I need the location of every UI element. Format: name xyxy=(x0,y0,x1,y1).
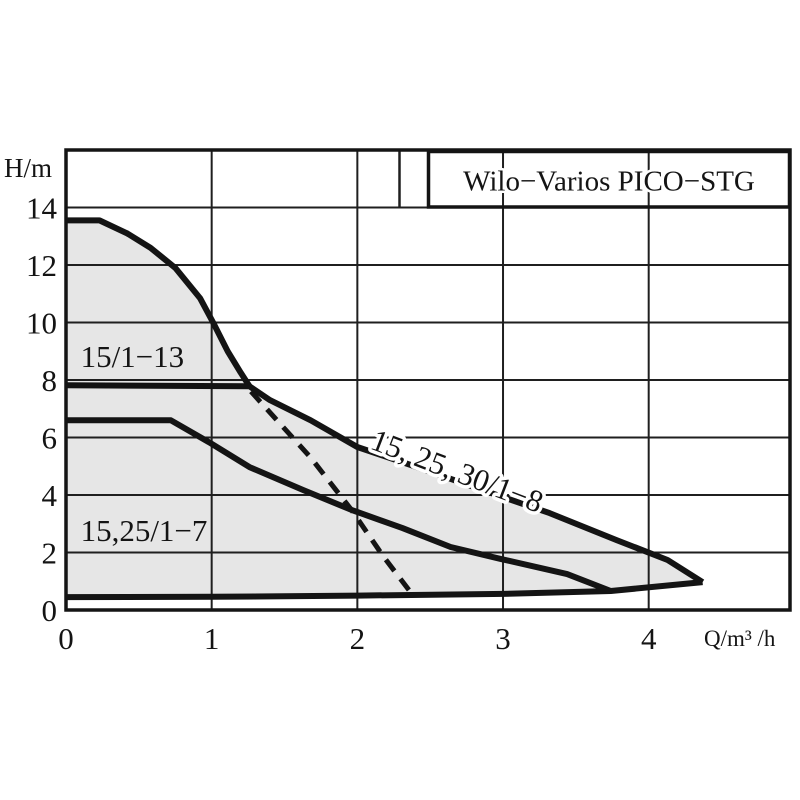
chart-title: Wilo−Varios PICO−STG xyxy=(463,166,755,198)
y-tick-label-10: 10 xyxy=(26,306,57,341)
curve-15-25-1-7-max-head-curve xyxy=(66,417,612,594)
title-box xyxy=(426,149,792,209)
curve-label: 15/1−13 xyxy=(81,339,185,374)
x-tick-label-3: 3 xyxy=(495,621,511,656)
curve-15-1-13-max-head-curve xyxy=(66,217,253,388)
y-tick-label-4: 4 xyxy=(42,478,58,513)
curve-15-25-30-1-8-max-head-curve xyxy=(65,382,705,585)
x-tick-label-0: 0 xyxy=(58,621,74,656)
y-tick-label-6: 6 xyxy=(42,421,58,456)
x-tick-label-4: 4 xyxy=(641,621,657,656)
x-axis-label: Q/m³ /h xyxy=(704,626,776,651)
y-tick-label-12: 12 xyxy=(26,248,57,283)
curve-label: 15,25/1−7 xyxy=(81,513,208,548)
y-axis-label: H/m xyxy=(4,153,52,183)
y-tick-label-0: 0 xyxy=(42,593,58,628)
x-tick-label-1: 1 xyxy=(204,621,220,656)
operating-region-fill xyxy=(66,220,703,598)
y-tick-label-14: 14 xyxy=(26,191,58,226)
x-tick-label-2: 2 xyxy=(350,621,366,656)
curve-minimum-head-boundary xyxy=(65,579,703,601)
y-tick-label-2: 2 xyxy=(42,536,58,571)
y-tick-label-8: 8 xyxy=(42,363,58,398)
